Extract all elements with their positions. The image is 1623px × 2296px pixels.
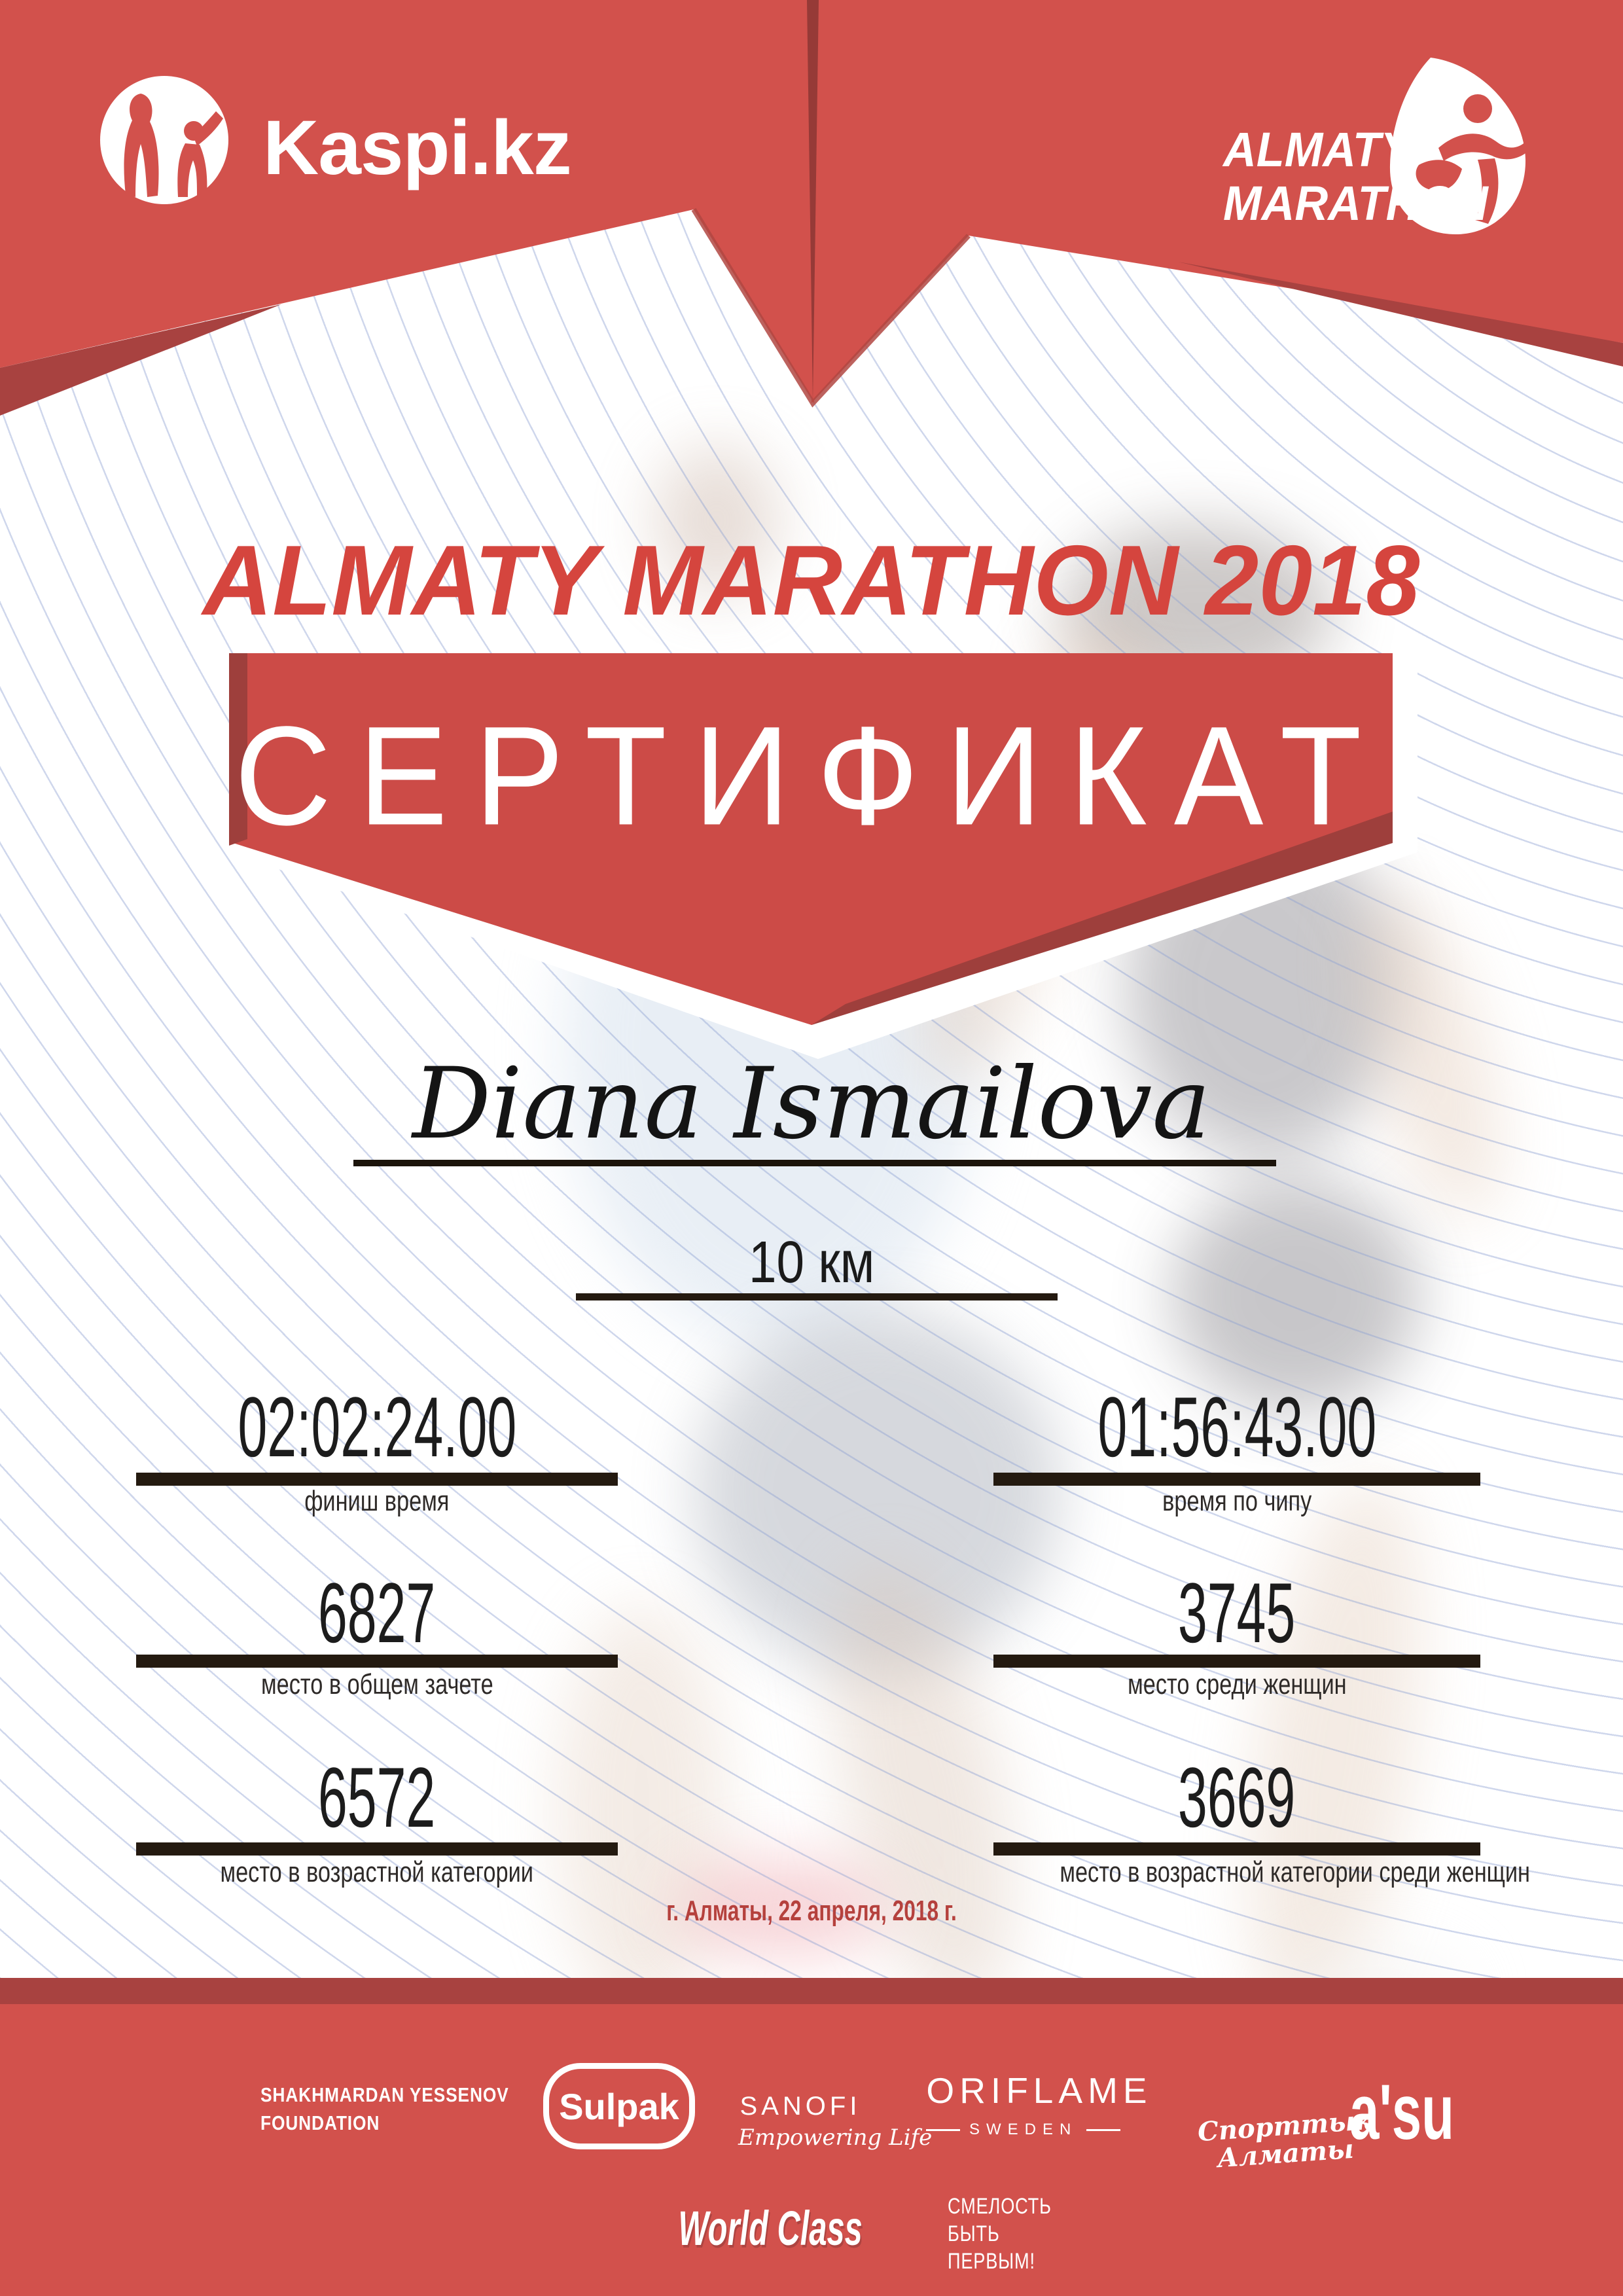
almaty-marathon-drop-icon <box>1389 58 1531 234</box>
result-underline <box>136 1655 618 1668</box>
fond-slogan-3: ПЕРВЫМ! <box>948 2249 1035 2274</box>
sulpak-logo: Sulpak <box>543 2063 695 2149</box>
result-underline <box>993 1842 1480 1856</box>
result-underline <box>136 1842 618 1856</box>
result-label-text: финиш время <box>304 1485 450 1517</box>
result-value-text: 3669 <box>1178 1749 1296 1845</box>
name-underline <box>353 1160 1276 1166</box>
distance-underline <box>576 1293 1058 1300</box>
worldclass-logo: World Class <box>631 2200 862 2256</box>
result-value: 6572 <box>136 1755 618 1840</box>
result-value-text: 6827 <box>318 1565 436 1660</box>
result-label-text: место среди женщин <box>1127 1668 1347 1700</box>
event-date-line: г. Алматы, 22 апреля, 2018 г. <box>0 1895 1623 1928</box>
result-label-text: место в возрастной категории <box>220 1856 534 1888</box>
result-value-text: 6572 <box>318 1749 436 1845</box>
footer-sponsor-band <box>0 2004 1623 2296</box>
sulpak-text: Sulpak <box>559 2085 679 2127</box>
result-value-text: 02:02:24.00 <box>238 1379 516 1475</box>
fond-slogan-2: БЫТЬ <box>948 2221 1000 2246</box>
page-title: ALMATY MARATHON 2018 <box>0 524 1623 638</box>
certificate-banner-bottom-fold <box>812 812 1393 1025</box>
result-value-text: 01:56:43.00 <box>1097 1379 1376 1475</box>
result-underline <box>993 1655 1480 1668</box>
sweden-right-rule <box>1086 2128 1121 2131</box>
result-underline <box>136 1473 618 1486</box>
result-label-text: место в возрастной категории среди женщи… <box>1060 1856 1531 1888</box>
fond-slogan-1: СМЕЛОСТЬ <box>948 2194 1052 2219</box>
result-label: место среди женщин <box>993 1670 1480 1699</box>
kaspi-logo-icon <box>100 76 228 204</box>
recipient-name: Diana Ismailova <box>412 1047 1211 1161</box>
result-underline <box>993 1473 1480 1486</box>
runner-photo-ghost <box>556 1604 726 2022</box>
sweden-text: SWEDEN <box>969 2121 1078 2138</box>
result-label: финиш время <box>136 1487 618 1516</box>
result-label: место в возрастной категории среди женщи… <box>993 1858 1530 1887</box>
almaty-logo-line1: ALMATY <box>1223 122 1412 177</box>
yessenov-name: SHAKHMARDAN YESSENOV <box>260 2083 509 2106</box>
page-title-text: ALMATY MARATHON 2018 <box>203 525 1420 636</box>
result-value: 3745 <box>993 1570 1480 1655</box>
oriflame-sweden: SWEDEN <box>926 2121 1152 2139</box>
sanofi-tagline: Empowering Life <box>738 2125 933 2151</box>
result-value: 02:02:24.00 <box>136 1384 618 1469</box>
distance-text: 10 км <box>748 1230 875 1295</box>
result-value: 01:56:43.00 <box>993 1384 1480 1469</box>
runner-photo-ghost <box>1171 1178 1420 1414</box>
runner-photo-ghost <box>654 445 779 596</box>
kaspi-logo-wordmark: Kaspi.kz <box>263 105 572 191</box>
result-label-text: место в общем зачете <box>260 1668 493 1700</box>
header-notch-edge <box>691 207 971 408</box>
yessenov-foundation: FOUNDATION <box>260 2111 380 2134</box>
worldclass-text: World Class <box>678 2201 863 2255</box>
header-center-seam <box>807 0 819 401</box>
footer-divider-bar <box>0 1978 1623 2004</box>
event-date-text: г. Алматы, 22 апреля, 2018 г. <box>666 1895 957 1927</box>
certificate-label-text: СЕРТИФИКАТ <box>234 697 1389 855</box>
result-value: 3669 <box>993 1755 1480 1840</box>
header-shadow-right <box>1178 262 1623 367</box>
runner-photo-ghost <box>674 1859 890 1957</box>
certificate-label: СЕРТИФИКАТ <box>0 697 1623 854</box>
oriflame-name: ORIFLAME <box>926 2070 1152 2111</box>
asu-logo: a'su <box>1349 2068 1455 2156</box>
sanofi-name: SANOFI <box>740 2092 861 2121</box>
result-label: место в возрастной категории <box>136 1858 618 1887</box>
header-shadow-left <box>0 304 281 416</box>
result-label: место в общем зачете <box>136 1670 618 1699</box>
almaty-logo-line2: MARATHON <box>1223 176 1488 230</box>
certificate-banner-left-fold <box>229 653 247 846</box>
result-label-text: время по чипу <box>1162 1485 1312 1517</box>
sweden-left-rule <box>926 2128 960 2131</box>
distance-value: 10 км <box>0 1229 1623 1297</box>
runner-photo-ghost <box>694 1309 1060 1676</box>
result-value-text: 3745 <box>1178 1565 1296 1660</box>
result-value: 6827 <box>136 1570 618 1655</box>
result-label: время по чипу <box>993 1487 1480 1516</box>
